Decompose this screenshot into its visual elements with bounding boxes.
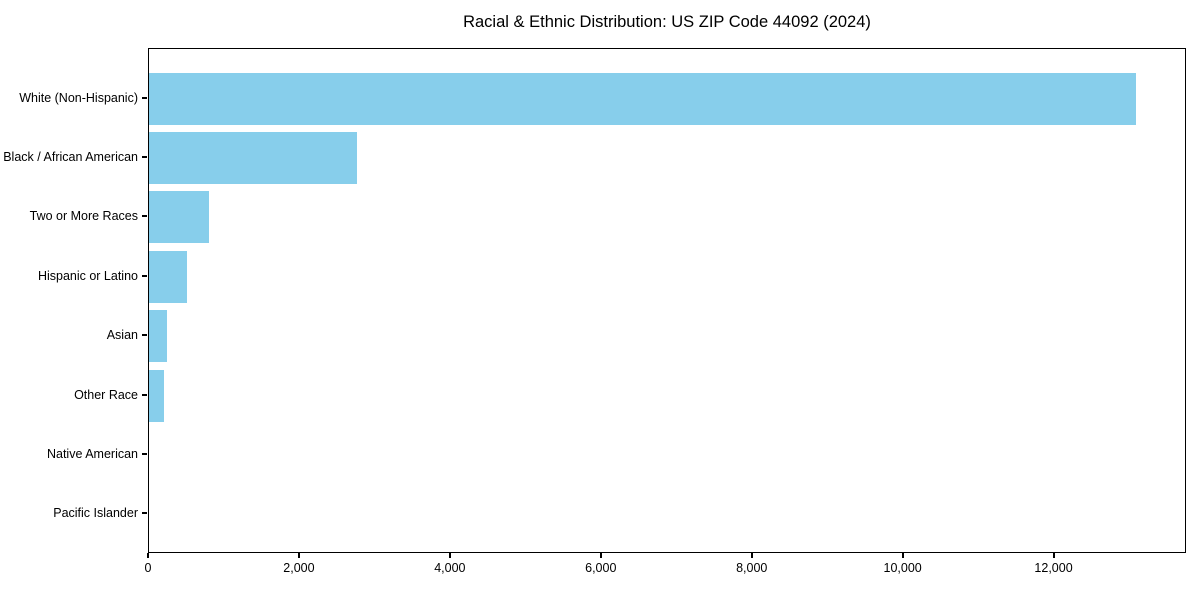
y-tick-label-asian: Asian — [106, 328, 138, 343]
y-tick-mark — [142, 512, 147, 515]
x-tick-label-6000: 6,000 — [585, 561, 617, 575]
bar-other-race — [149, 369, 164, 422]
y-tick-label-hispanic-or-latino: Hispanic or Latino — [37, 268, 138, 283]
y-tick-mark — [142, 156, 147, 159]
y-tick-mark — [142, 274, 147, 277]
x-tick-mark — [1052, 553, 1055, 558]
x-tick-mark — [901, 553, 904, 558]
x-tick-label-0: 0 — [144, 561, 152, 575]
y-tick-label-black-african-american: Black / African American — [3, 150, 138, 165]
x-tick-mark — [448, 553, 451, 558]
y-tick-mark — [142, 96, 147, 99]
bar-two-or-more-races — [149, 191, 209, 244]
bar-white-non-hispanic — [149, 72, 1136, 125]
x-tick-mark — [297, 553, 300, 558]
y-tick-mark — [142, 393, 147, 396]
y-tick-label-pacific-islander: Pacific Islander — [53, 506, 138, 521]
x-tick-mark — [750, 553, 753, 558]
y-tick-mark — [142, 452, 147, 455]
bar-asian — [149, 310, 167, 363]
x-tick-mark — [147, 553, 149, 558]
y-tick-mark — [142, 334, 147, 337]
y-tick-mark — [142, 215, 147, 218]
y-tick-label-white-non-hispanic: White (Non-Hispanic) — [19, 90, 138, 105]
x-tick-label-8000: 8,000 — [736, 561, 768, 575]
chart-title: Racial & Ethnic Distribution: US ZIP Cod… — [463, 13, 871, 31]
x-tick-label-2000: 2,000 — [283, 561, 315, 575]
x-tick-label-10000: 10,000 — [883, 561, 922, 575]
x-tick-label-12000: 12,000 — [1034, 561, 1073, 575]
y-tick-label-native-american: Native American — [46, 446, 138, 461]
bar-hispanic-or-latino — [149, 250, 187, 303]
y-tick-label-two-or-more-races: Two or More Races — [29, 209, 138, 224]
y-tick-label-other-race: Other Race — [74, 387, 138, 402]
bar-black-african-american — [149, 132, 357, 185]
x-tick-mark — [599, 553, 602, 558]
x-tick-label-4000: 4,000 — [434, 561, 466, 575]
plot-area — [148, 48, 1186, 553]
